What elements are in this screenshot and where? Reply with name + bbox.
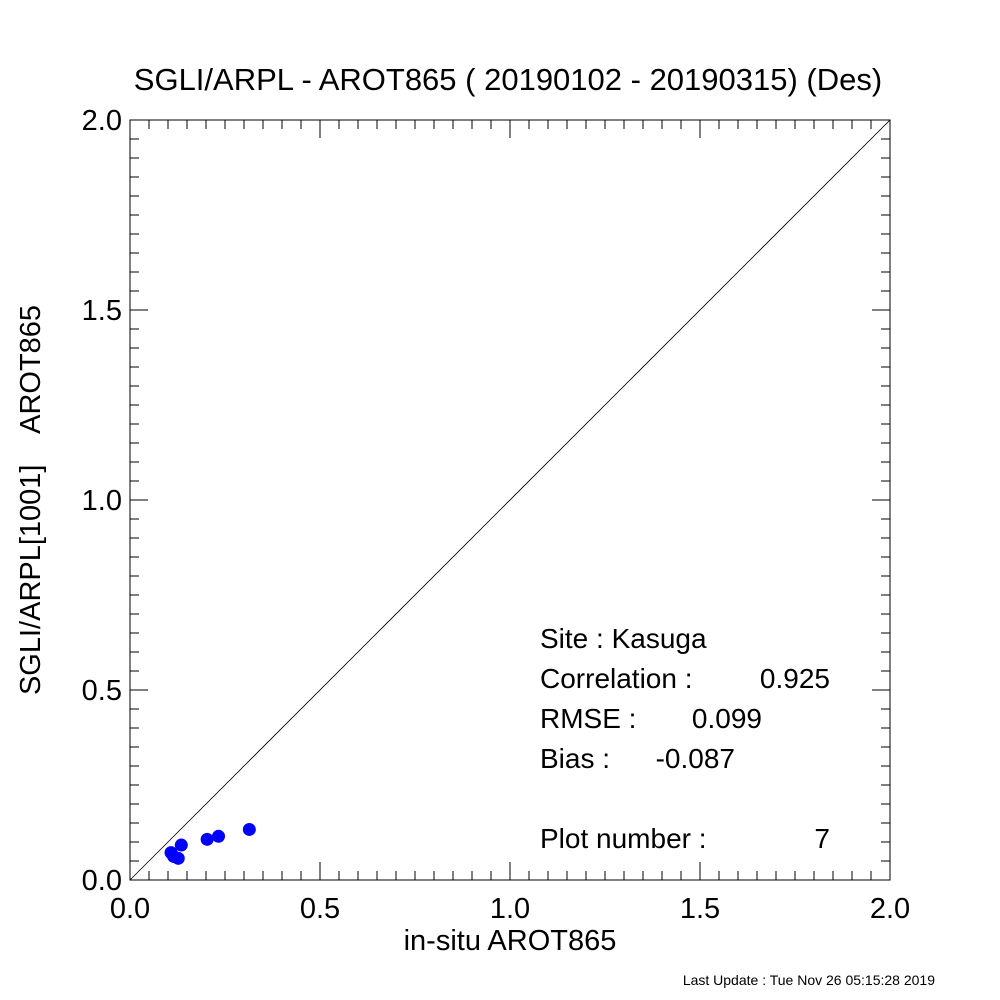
x-tick-label: 0.0 bbox=[110, 893, 150, 925]
stat-bias-value: -0.087 bbox=[656, 743, 735, 774]
tick-labels: 0.0 0.5 1.0 1.5 2.0 0.0 0.5 1.0 1.5 2.0 bbox=[82, 105, 910, 925]
y-tick-label: 0.0 bbox=[82, 865, 122, 897]
stat-bias-label: Bias : bbox=[540, 743, 610, 774]
data-points bbox=[164, 822, 256, 865]
stat-rmse-label: RMSE : bbox=[540, 703, 636, 734]
y-tick-label: 0.5 bbox=[82, 675, 122, 707]
chart-title: SGLI/ARPL - AROT865 ( 20190102 - 2019031… bbox=[134, 62, 882, 97]
minor-ticks bbox=[130, 120, 890, 880]
x-tick-label: 1.0 bbox=[490, 893, 530, 925]
x-tick-label: 0.5 bbox=[300, 893, 340, 925]
data-point bbox=[242, 822, 256, 836]
x-axis-label: in-situ AROT865 bbox=[404, 925, 617, 957]
stat-plot-number-value: 7 bbox=[814, 823, 830, 854]
data-point bbox=[200, 832, 214, 846]
stat-correlation-label: Correlation : bbox=[540, 663, 693, 694]
stat-correlation-value: 0.925 bbox=[760, 663, 830, 694]
data-point bbox=[174, 838, 188, 852]
stat-rmse-value: 0.099 bbox=[692, 703, 762, 734]
data-point bbox=[212, 829, 226, 843]
last-update-footer: Last Update : Tue Nov 26 05:15:28 2019 bbox=[683, 972, 935, 988]
y-axis-label: SGLI/ARPL[1001] AROT865 bbox=[15, 305, 47, 695]
y-tick-label: 1.5 bbox=[82, 295, 122, 327]
plot-area bbox=[129, 119, 891, 881]
y-tick-label: 1.0 bbox=[82, 485, 122, 517]
x-tick-label: 2.0 bbox=[870, 893, 910, 925]
x-tick-label: 1.5 bbox=[680, 893, 720, 925]
stat-plot-number-label: Plot number : bbox=[540, 823, 707, 854]
stat-site: Site : Kasuga bbox=[540, 623, 707, 654]
one-to-one-line bbox=[129, 119, 891, 881]
stats-box: Site : Kasuga Correlation : 0.925 RMSE :… bbox=[540, 623, 830, 854]
data-point bbox=[171, 851, 185, 865]
y-tick-label: 2.0 bbox=[82, 105, 122, 137]
